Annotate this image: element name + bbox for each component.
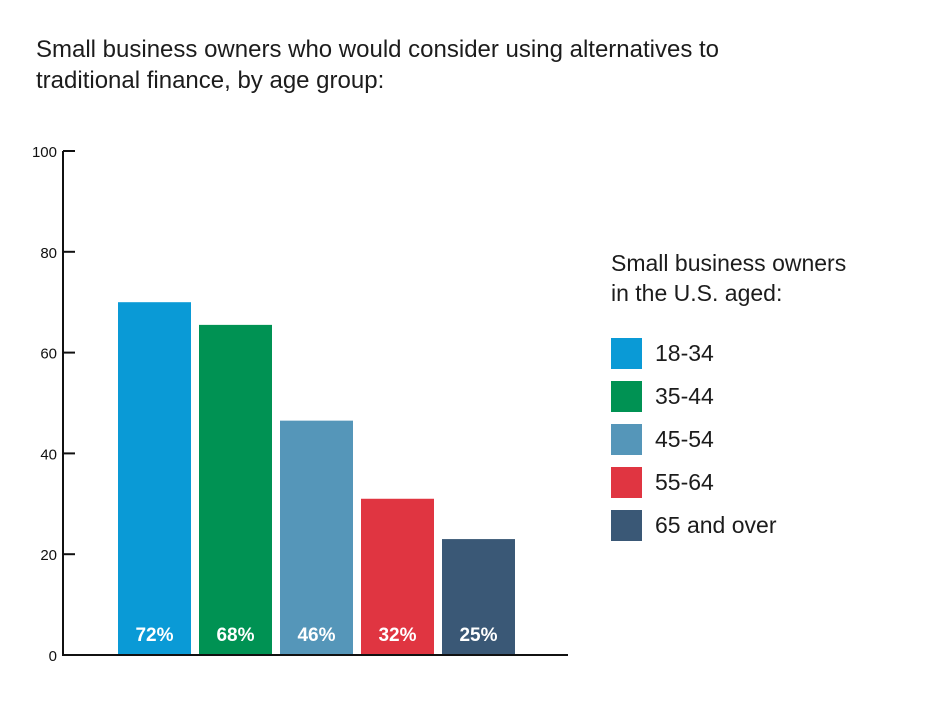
legend-title-line-1: Small business owners (611, 250, 847, 276)
legend: Small business owners in the U.S. aged: … (611, 248, 911, 547)
bar-value-label: 32% (378, 625, 416, 646)
bar-value-label: 68% (216, 625, 254, 646)
bar-18-34 (118, 302, 191, 655)
bar-value-label: 46% (297, 625, 335, 646)
legend-swatch (611, 338, 642, 369)
legend-item: 55-64 (611, 461, 911, 504)
legend-label: 45-54 (655, 426, 714, 452)
bar-value-label: 25% (459, 625, 497, 646)
legend-items: 18-34 35-44 45-54 55-64 65 and over (611, 332, 911, 547)
legend-swatch (611, 381, 642, 412)
bar-55-64 (361, 498, 434, 655)
bars (118, 302, 515, 655)
legend-swatch (611, 467, 642, 498)
data-labels: 72% 68% 46% 32% 25% (135, 625, 497, 646)
bar-45-54 (280, 420, 353, 655)
legend-label: 65 and over (655, 512, 777, 538)
legend-swatch (611, 424, 642, 455)
chart-title-line-2: traditional finance, by age group: (36, 67, 385, 94)
legend-label: 18-34 (655, 340, 714, 366)
y-tick-label: 80 (40, 245, 57, 262)
chart-title-line-1: Small business owners who would consider… (36, 36, 720, 63)
bar-35-44 (199, 324, 272, 655)
chart-title: Small business owners who would consider… (36, 34, 836, 96)
y-tick-label: 100 (32, 144, 57, 161)
y-tick-label: 40 (40, 446, 57, 463)
legend-title: Small business owners in the U.S. aged: (611, 248, 911, 308)
y-tick-label: 0 (49, 648, 57, 665)
y-tick-label: 20 (40, 547, 57, 564)
bar-65-and-over (442, 539, 515, 655)
legend-title-line-2: in the U.S. aged: (611, 280, 783, 306)
y-tick-label: 60 (40, 346, 57, 363)
legend-label: 35-44 (655, 383, 714, 409)
y-axis: 0 20 40 60 80 100 (32, 144, 75, 665)
legend-item: 35-44 (611, 375, 911, 418)
legend-label: 55-64 (655, 469, 714, 495)
bar-value-label: 72% (135, 625, 173, 646)
legend-item: 18-34 (611, 332, 911, 375)
legend-item: 65 and over (611, 504, 911, 547)
legend-swatch (611, 510, 642, 541)
legend-item: 45-54 (611, 418, 911, 461)
